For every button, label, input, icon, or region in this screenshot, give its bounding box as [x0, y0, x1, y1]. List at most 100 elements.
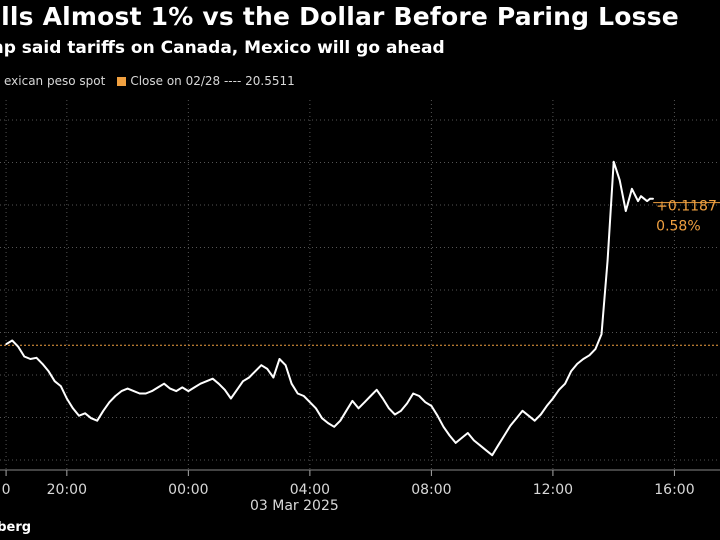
legend-reference-label: Close on 02/28 ---- 20.5511: [130, 74, 295, 88]
data-point: [60, 385, 62, 387]
data-point: [345, 410, 348, 412]
data-point: [248, 376, 250, 379]
data-point: [5, 343, 7, 346]
data-point: [491, 454, 494, 457]
data-point: [369, 395, 372, 397]
data-point: [236, 389, 238, 391]
data-point: [266, 368, 269, 370]
data-point: [582, 358, 585, 360]
data-point: [406, 402, 408, 405]
data-point: [540, 413, 542, 416]
data-point: [521, 410, 524, 412]
data-point: [96, 419, 98, 422]
data-point: [217, 382, 220, 385]
data-point: [588, 354, 591, 357]
data-point: [315, 407, 317, 410]
data-point: [640, 195, 642, 197]
data-point: [272, 376, 275, 379]
data-point: [321, 417, 323, 420]
x-tick-label: 04:00: [290, 482, 330, 498]
data-point: [175, 390, 177, 392]
data-point: [461, 437, 463, 439]
data-point: [394, 413, 396, 416]
data-point: [357, 407, 360, 410]
data-point: [278, 358, 281, 360]
data-point: [442, 426, 445, 428]
data-point: [230, 397, 232, 400]
data-point: [199, 382, 202, 385]
data-point: [418, 395, 421, 397]
data-point: [388, 407, 390, 410]
data-point: [400, 410, 402, 412]
data-point: [303, 395, 305, 397]
data-point: [649, 197, 651, 200]
chart-title: alls Almost 1% vs the Dollar Before Pari…: [0, 2, 679, 31]
data-point: [363, 401, 366, 404]
x-tick-label: 20:00: [47, 482, 87, 498]
x-tick-label: 12:00: [533, 482, 573, 498]
data-point: [90, 417, 92, 420]
data-point: [114, 395, 117, 397]
data-point: [23, 355, 26, 358]
data-point: [497, 444, 500, 447]
data-point: [631, 188, 633, 190]
data-point: [558, 389, 560, 391]
data-point: [108, 401, 111, 404]
data-point: [260, 364, 263, 367]
data-point: [527, 414, 530, 417]
data-point: [205, 380, 208, 383]
data-point: [424, 401, 427, 404]
data-point: [339, 419, 342, 422]
data-point: [576, 363, 578, 365]
annotation-change: +0.1187: [656, 199, 717, 215]
data-point: [224, 389, 226, 391]
reference-swatch: [117, 76, 127, 86]
data-point: [333, 426, 336, 428]
data-point: [193, 386, 196, 389]
data-point: [637, 200, 639, 202]
data-point: [290, 382, 293, 385]
data-point: [284, 364, 287, 367]
data-point: [600, 333, 603, 336]
chart-legend: exican peso spot Close on 02/28 ---- 20.…: [0, 74, 295, 88]
data-point: [612, 160, 615, 163]
data-point: [351, 400, 354, 402]
data-point: [126, 387, 129, 390]
data-point: [17, 345, 20, 348]
data-point: [157, 386, 159, 389]
data-point: [606, 259, 609, 262]
data-point: [625, 210, 627, 212]
data-point: [296, 392, 299, 395]
data-point: [53, 380, 56, 383]
data-point: [169, 387, 171, 390]
series-line-peso: [5, 160, 654, 457]
data-point: [35, 357, 38, 359]
data-point: [375, 389, 378, 391]
data-point: [78, 414, 80, 417]
data-point: [11, 339, 13, 342]
data-point: [254, 370, 256, 373]
data-point: [47, 370, 50, 373]
data-point: [163, 382, 165, 385]
data-point: [120, 390, 123, 392]
x-tick-label: 08:00: [411, 482, 451, 498]
data-point: [594, 348, 597, 350]
data-point: [485, 449, 487, 452]
data-point: [467, 432, 469, 434]
data-point: [102, 410, 105, 412]
data-point: [652, 197, 654, 200]
data-point: [327, 422, 329, 424]
data-point: [646, 200, 648, 202]
data-point: [412, 392, 415, 395]
data-point: [242, 380, 244, 383]
data-point: [473, 439, 475, 442]
data-point: [382, 397, 384, 400]
x-tick-label: 0: [2, 482, 11, 498]
data-point: [564, 382, 566, 385]
data-point: [132, 390, 135, 392]
date-label: 03 Mar 2025: [250, 498, 339, 514]
data-point: [454, 442, 457, 444]
x-tick-label: 16:00: [654, 482, 694, 498]
data-point: [309, 401, 311, 404]
data-point: [515, 417, 518, 420]
